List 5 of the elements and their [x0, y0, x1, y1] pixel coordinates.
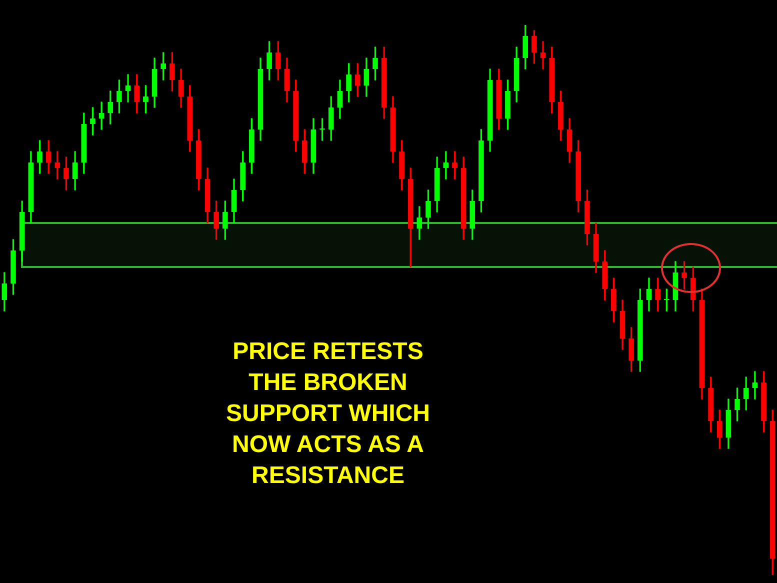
candlestick	[540, 41, 546, 70]
annotation: PRICE RETESTS THE BROKEN SUPPORT WHICH NOW ACTS AS A RESISTANCE	[225, 337, 431, 491]
candlestick	[98, 102, 104, 130]
candlestick	[752, 371, 758, 400]
candlestick	[125, 74, 131, 102]
